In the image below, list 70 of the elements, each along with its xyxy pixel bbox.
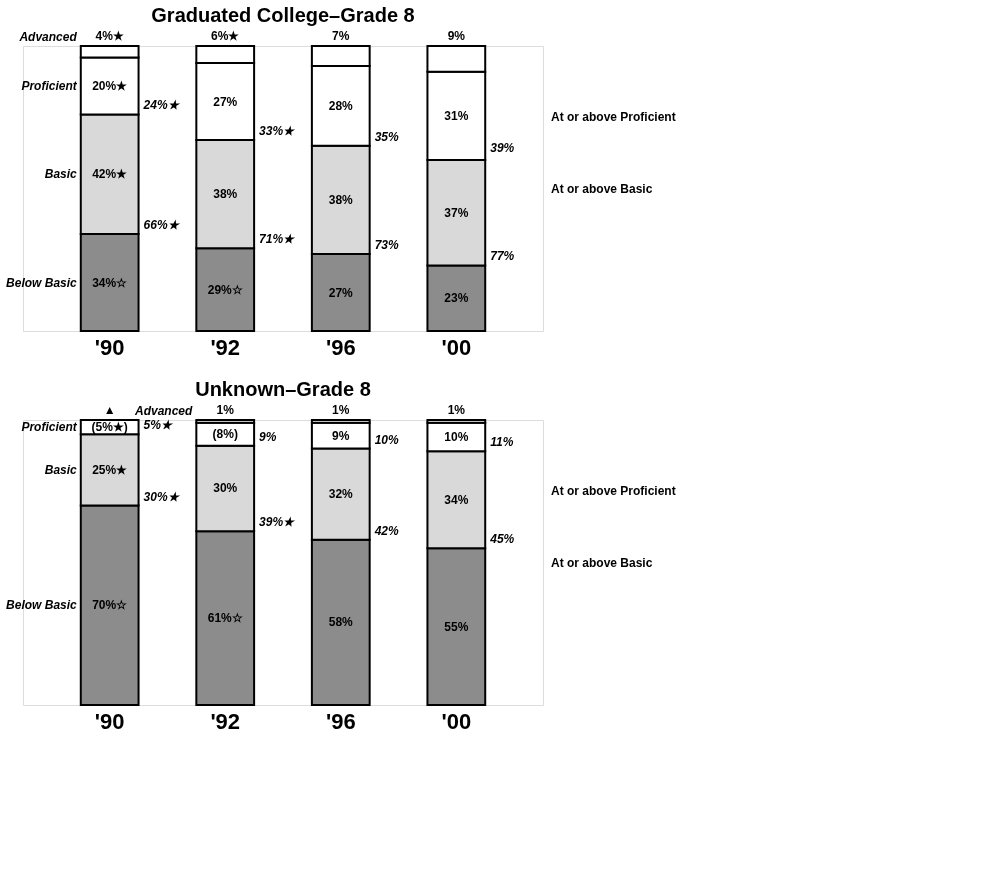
text: At or above Proficient	[551, 484, 676, 499]
text: At or above Basic	[551, 181, 653, 196]
annotation: 35%	[374, 129, 400, 144]
annotation: 39%	[490, 141, 515, 156]
series-label: Proficient	[21, 420, 78, 435]
data-label: 27%	[328, 285, 354, 300]
x-tick-label: '92	[210, 708, 241, 734]
data-label: 20%★	[92, 78, 128, 93]
data-label: 58%	[328, 615, 354, 630]
series-label: Below Basic	[6, 598, 78, 613]
x-tick-label: '90	[94, 334, 125, 360]
x-tick-label: '96	[325, 708, 356, 734]
data-label: (5%★)	[91, 420, 128, 435]
data-label: 38%	[213, 187, 238, 202]
data-label: ▲	[103, 403, 116, 417]
data-label: 30%	[213, 481, 238, 496]
annotation: 9%	[259, 429, 277, 444]
data-label: 23%	[444, 291, 469, 306]
data-label: 29%☆	[207, 282, 243, 297]
series-label: Below Basic	[6, 275, 78, 290]
annotation: 33%★	[259, 124, 297, 139]
series-label: Proficient	[21, 78, 78, 93]
annotation: 5%★	[143, 418, 174, 433]
data-label: 7%	[332, 29, 350, 43]
data-label: 34%☆	[92, 275, 128, 290]
data-label: 34%	[444, 492, 469, 507]
annotation: 42%	[373, 523, 400, 538]
x-tick-label: '90	[94, 708, 125, 734]
data-label: (8%)	[212, 427, 238, 442]
data-label: 9%	[447, 29, 466, 43]
annotation: 30%★	[143, 489, 181, 504]
data-label: 38%	[328, 192, 354, 207]
annotation: 39%★	[259, 515, 297, 530]
series-label: Basic	[44, 167, 78, 182]
data-label: 6%★	[211, 29, 240, 43]
data-label: 37%	[444, 205, 469, 220]
x-tick-label: '96	[325, 334, 356, 360]
annotation: 77%	[490, 249, 515, 264]
series-label: Advanced	[18, 30, 78, 45]
data-label: 31%	[444, 108, 469, 123]
data-label: 61%☆	[207, 611, 243, 626]
text: At or above Proficient	[551, 110, 676, 125]
data-label: 9%	[332, 428, 350, 443]
data-label: 1%	[447, 403, 466, 417]
annotation: 10%	[374, 432, 400, 447]
annotation: 45%	[489, 532, 515, 547]
series-label: Basic	[44, 462, 78, 477]
text: At or above Basic	[551, 555, 653, 570]
data-label: 27%	[213, 94, 238, 109]
chart-title: Unknown–Grade 8	[195, 378, 371, 400]
annotation: 71%★	[259, 232, 297, 247]
data-label: 28%	[328, 98, 354, 113]
x-tick-label: '00	[441, 334, 472, 360]
data-label: 70%☆	[92, 598, 128, 613]
data-label: 10%	[444, 430, 469, 445]
data-label: 55%	[444, 619, 469, 634]
annotation: 73%	[374, 238, 400, 253]
annotation: 24%★	[142, 98, 181, 113]
series-label: Advanced	[133, 404, 193, 419]
data-label: 42%★	[92, 167, 128, 182]
data-label: 1%	[216, 403, 235, 417]
chart-title: Graduated College–Grade 8	[151, 4, 415, 26]
x-tick-label: '00	[441, 708, 472, 734]
data-label: 25%★	[92, 462, 128, 477]
data-label: 1%	[332, 403, 350, 417]
x-tick-label: '92	[210, 334, 241, 360]
annotation: 66%★	[143, 218, 181, 233]
data-label: 4%★	[95, 29, 124, 43]
data-label: 32%	[328, 487, 354, 502]
annotation: 11%	[490, 435, 514, 450]
